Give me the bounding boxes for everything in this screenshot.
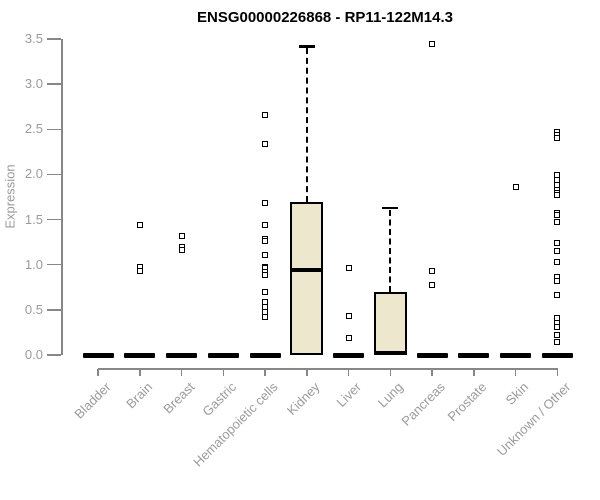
y-tick [47,128,61,131]
y-tick [47,309,61,311]
outlier-point [178,232,185,239]
outlier-point [262,251,268,258]
x-category-label: Bladder [71,379,114,422]
zero-median-dash [82,352,114,358]
x-category-label: Kidney [283,379,323,419]
y-tick-label: 0.5 [24,301,43,317]
x-category-label: Prostate [444,379,490,425]
median-line [375,351,405,356]
zero-median-dash [416,352,448,358]
y-tick-label: 2.0 [24,166,43,182]
outlier-point [554,219,561,226]
zero-median-dash [500,352,531,358]
y-tick [47,83,61,85]
outlier-point [554,324,561,330]
x-tick [222,369,224,376]
outlier-point [345,334,352,341]
box [290,202,324,355]
x-category-label: Brain [123,379,156,412]
box [373,291,407,355]
x-tick [180,369,183,376]
y-tick-label: 0.0 [24,347,43,362]
outlier-point [429,40,435,47]
y-tick-label: 3.0 [24,76,43,92]
outlier-point [262,314,268,321]
outlier-point [429,268,435,275]
outlier-point [554,192,561,199]
whisker-line [305,48,308,203]
whisker-line [389,209,392,292]
outlier-point [554,240,561,247]
x-tick [473,369,475,376]
outlier-point [429,282,435,289]
zero-median-dash [333,352,364,358]
whisker-cap [298,45,315,48]
median-line [292,268,322,273]
outlier-point [554,332,561,339]
y-tick [47,354,61,356]
x-tick [514,369,517,376]
x-category-label: Gastric [199,379,240,420]
y-tick-label: 2.5 [24,121,43,137]
outlier-point [554,339,561,346]
zero-median-dash [249,352,281,358]
x-category-label: Hematopoietic cells [190,379,281,470]
y-tick-label: 3.5 [24,31,43,46]
outlier-point [345,313,352,320]
x-tick [556,369,558,376]
x-axis-line [98,368,559,370]
x-category-label: Pancreas [398,379,448,429]
y-tick [47,173,61,176]
outlier-point [262,238,268,245]
whisker-cap [382,206,399,210]
y-axis-title: Expression [2,164,18,229]
x-tick [139,369,141,376]
x-category-label: Skin [502,379,532,408]
zero-median-dash [166,352,197,358]
outlier-point [554,277,561,284]
x-tick [389,369,391,376]
outlier-point [262,221,268,228]
zero-median-dash [541,352,573,358]
y-axis-line [61,39,63,355]
y-tick-label: 1.0 [24,256,43,272]
zero-median-dash [207,352,239,358]
x-tick [306,369,308,376]
y-tick [47,218,61,221]
y-tick [47,38,61,40]
outlier-point [554,292,561,299]
outlier-point [512,184,519,191]
outlier-point [554,212,561,219]
x-category-label: Breast [160,379,198,417]
outlier-point [554,248,561,255]
outlier-point [554,135,561,142]
outlier-point [136,268,143,275]
y-tick [47,263,61,266]
x-tick [264,369,266,376]
outlier-point [262,140,268,147]
outlier-point [554,259,561,265]
zero-median-dash [458,352,490,358]
outlier-point [262,111,268,118]
outlier-point [136,221,143,228]
outlier-point [262,200,268,207]
outlier-point [345,265,352,272]
x-tick [431,369,433,376]
outlier-point [178,247,185,254]
outlier-point [262,271,268,278]
outlier-point [262,288,268,295]
x-tick [347,369,350,376]
x-category-label: Lung [375,379,407,411]
chart-title: ENSG00000226868 - RP11-122M14.3 [196,9,453,26]
y-tick-label: 1.5 [24,211,43,227]
zero-median-dash [124,352,156,358]
x-tick [97,369,99,376]
x-category-label: Liver [333,379,365,410]
